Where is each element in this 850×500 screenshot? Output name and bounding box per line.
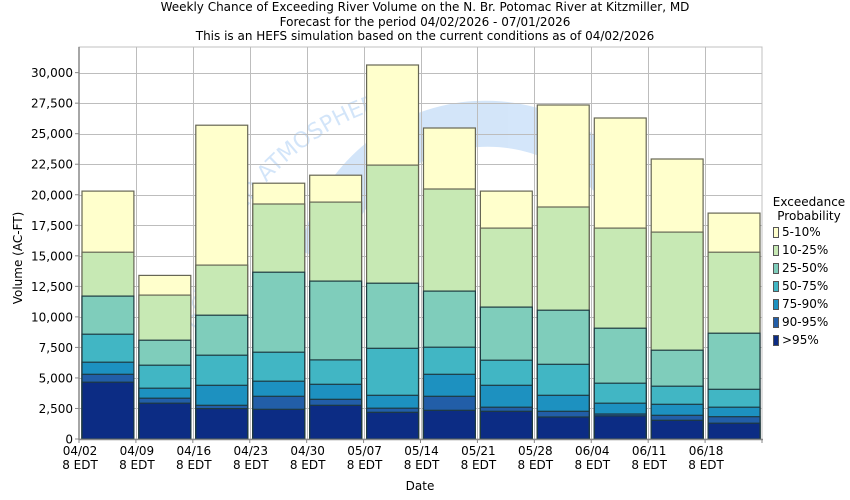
x-tick-label-date: 04/30 (290, 444, 325, 458)
y-tick-label: 27,500 (31, 97, 73, 111)
legend-item: 90-95% (768, 313, 850, 331)
bar-segment->95% (309, 404, 363, 440)
bar-stack-05/07 (366, 64, 420, 440)
x-tick-label-time: 8 EDT (574, 458, 610, 472)
bar-stack-04/16 (195, 124, 249, 440)
legend-swatch (773, 316, 779, 328)
legend-swatch (773, 280, 779, 292)
chart-title-block: Weekly Chance of Exceeding River Volume … (0, 0, 850, 44)
legend-items: 5-10% 10-25% 25-50% 50-75% 75-90% 90-95% >95% (768, 223, 850, 349)
x-tick-label-time: 8 EDT (461, 458, 497, 472)
bar-segment->95% (536, 416, 590, 440)
x-tick-label-time: 8 EDT (233, 458, 269, 472)
bar-segment->95% (138, 402, 192, 440)
bar-segment->95% (650, 419, 704, 440)
legend-swatch (773, 226, 779, 238)
x-tick-label-date: 04/23 (233, 444, 268, 458)
legend-label: 90-95% (782, 315, 829, 329)
x-tick-label-date: 06/18 (689, 444, 724, 458)
bar-stack-04/02 (81, 190, 135, 440)
legend-label: 50-75% (782, 279, 829, 293)
legend-title-line-1: Exceedance (772, 195, 846, 209)
legend-item: 50-75% (768, 277, 850, 295)
legend-item: 10-25% (768, 241, 850, 259)
x-tick-label-time: 8 EDT (347, 458, 383, 472)
y-tick-label: 22,500 (31, 158, 73, 172)
bar-segment->95% (422, 409, 477, 440)
x-tick-label-time: 8 EDT (62, 458, 98, 472)
chart-subtitle-1: Forecast for the period 04/02/2026 - 07/… (279, 14, 571, 29)
bar-segment->95% (479, 410, 533, 440)
y-tick-label: 0 (65, 433, 73, 447)
legend-label: 10-25% (782, 243, 829, 257)
y-tick-label: 7,500 (39, 341, 73, 355)
legend-swatch (773, 298, 779, 310)
bar-stack-05/14 (422, 127, 477, 440)
bar-stack-04/30 (309, 174, 363, 440)
axes: 0 2,500 5,000 7,500 10,000 12,500 15,000 17,500… (31, 47, 763, 472)
bar-stack-04/23 (252, 182, 306, 440)
x-tick-label-time: 8 EDT (631, 458, 667, 472)
legend-title-line-2: Probability (777, 209, 841, 223)
legend-swatch (773, 244, 779, 256)
legend-swatch (773, 262, 779, 274)
y-tick-label: 17,500 (31, 219, 73, 233)
bar-segment->95% (593, 415, 647, 440)
y-tick-label: 25,000 (31, 127, 73, 141)
bar-stack-05/21 (479, 190, 533, 440)
y-tick-label: 5,000 (39, 371, 73, 385)
bar-stack-06/04 (593, 117, 647, 440)
y-axis-label: Volume (AC-FT) (11, 212, 25, 305)
legend: Exceedance Probability 5-10% 10-25% 25-50%… (768, 195, 850, 349)
x-tick-label-date: 04/09 (120, 444, 155, 458)
y-tick-label: 2,500 (39, 402, 73, 416)
legend-swatch (773, 334, 779, 346)
bar-segment->95% (195, 408, 249, 440)
chart-subtitle-2: This is an HEFS simulation based on the … (195, 29, 655, 43)
x-tick-label-date: 05/07 (347, 444, 382, 458)
legend-label: >95% (782, 333, 819, 347)
legend-item: 75-90% (768, 295, 850, 313)
x-tick-label-date: 06/04 (575, 444, 610, 458)
bar-segment->95% (366, 411, 420, 440)
y-tick-label: 10,000 (31, 310, 73, 324)
y-tick-label: 20,000 (31, 188, 73, 202)
grid-lines (78, 46, 763, 440)
bar-stack-06/18 (707, 212, 761, 440)
y-tick-label: 15,000 (31, 249, 73, 263)
bar-stack-06/11 (650, 158, 704, 440)
x-tick-label-date: 04/02 (63, 444, 98, 458)
bar-segment->95% (252, 408, 306, 440)
x-tick-label-date: 05/28 (518, 444, 553, 458)
x-tick-label-date: 04/16 (177, 444, 212, 458)
bar-stack-05/28 (536, 104, 590, 440)
x-tick-label-time: 8 EDT (119, 458, 155, 472)
legend-label: 25-50% (782, 261, 829, 275)
legend-item: 25-50% (768, 259, 850, 277)
bar-stack-04/09 (138, 274, 192, 440)
legend-item: >95% (768, 331, 850, 349)
x-tick-label-time: 8 EDT (688, 458, 724, 472)
y-tick-label: 12,500 (31, 280, 73, 294)
legend-item: 5-10% (768, 223, 850, 241)
legend-label: 5-10% (782, 225, 821, 239)
x-tick-label-date: 05/14 (404, 444, 439, 458)
x-tick-label-time: 8 EDT (290, 458, 326, 472)
x-tick-label-date: 06/11 (632, 444, 667, 458)
x-tick-label-time: 8 EDT (176, 458, 212, 472)
x-tick-label-time: 8 EDT (518, 458, 554, 472)
chart-title: Weekly Chance of Exceeding River Volume … (160, 0, 690, 14)
bar-segment->95% (707, 422, 761, 440)
y-tick-label: 30,000 (31, 66, 73, 80)
legend-title: Exceedance Probability (768, 195, 850, 223)
x-axis-label: Date (406, 479, 435, 493)
legend-label: 75-90% (782, 297, 829, 311)
x-tick-label-time: 8 EDT (404, 458, 440, 472)
bar-segment->95% (81, 381, 135, 440)
x-tick-label-date: 05/21 (461, 444, 496, 458)
